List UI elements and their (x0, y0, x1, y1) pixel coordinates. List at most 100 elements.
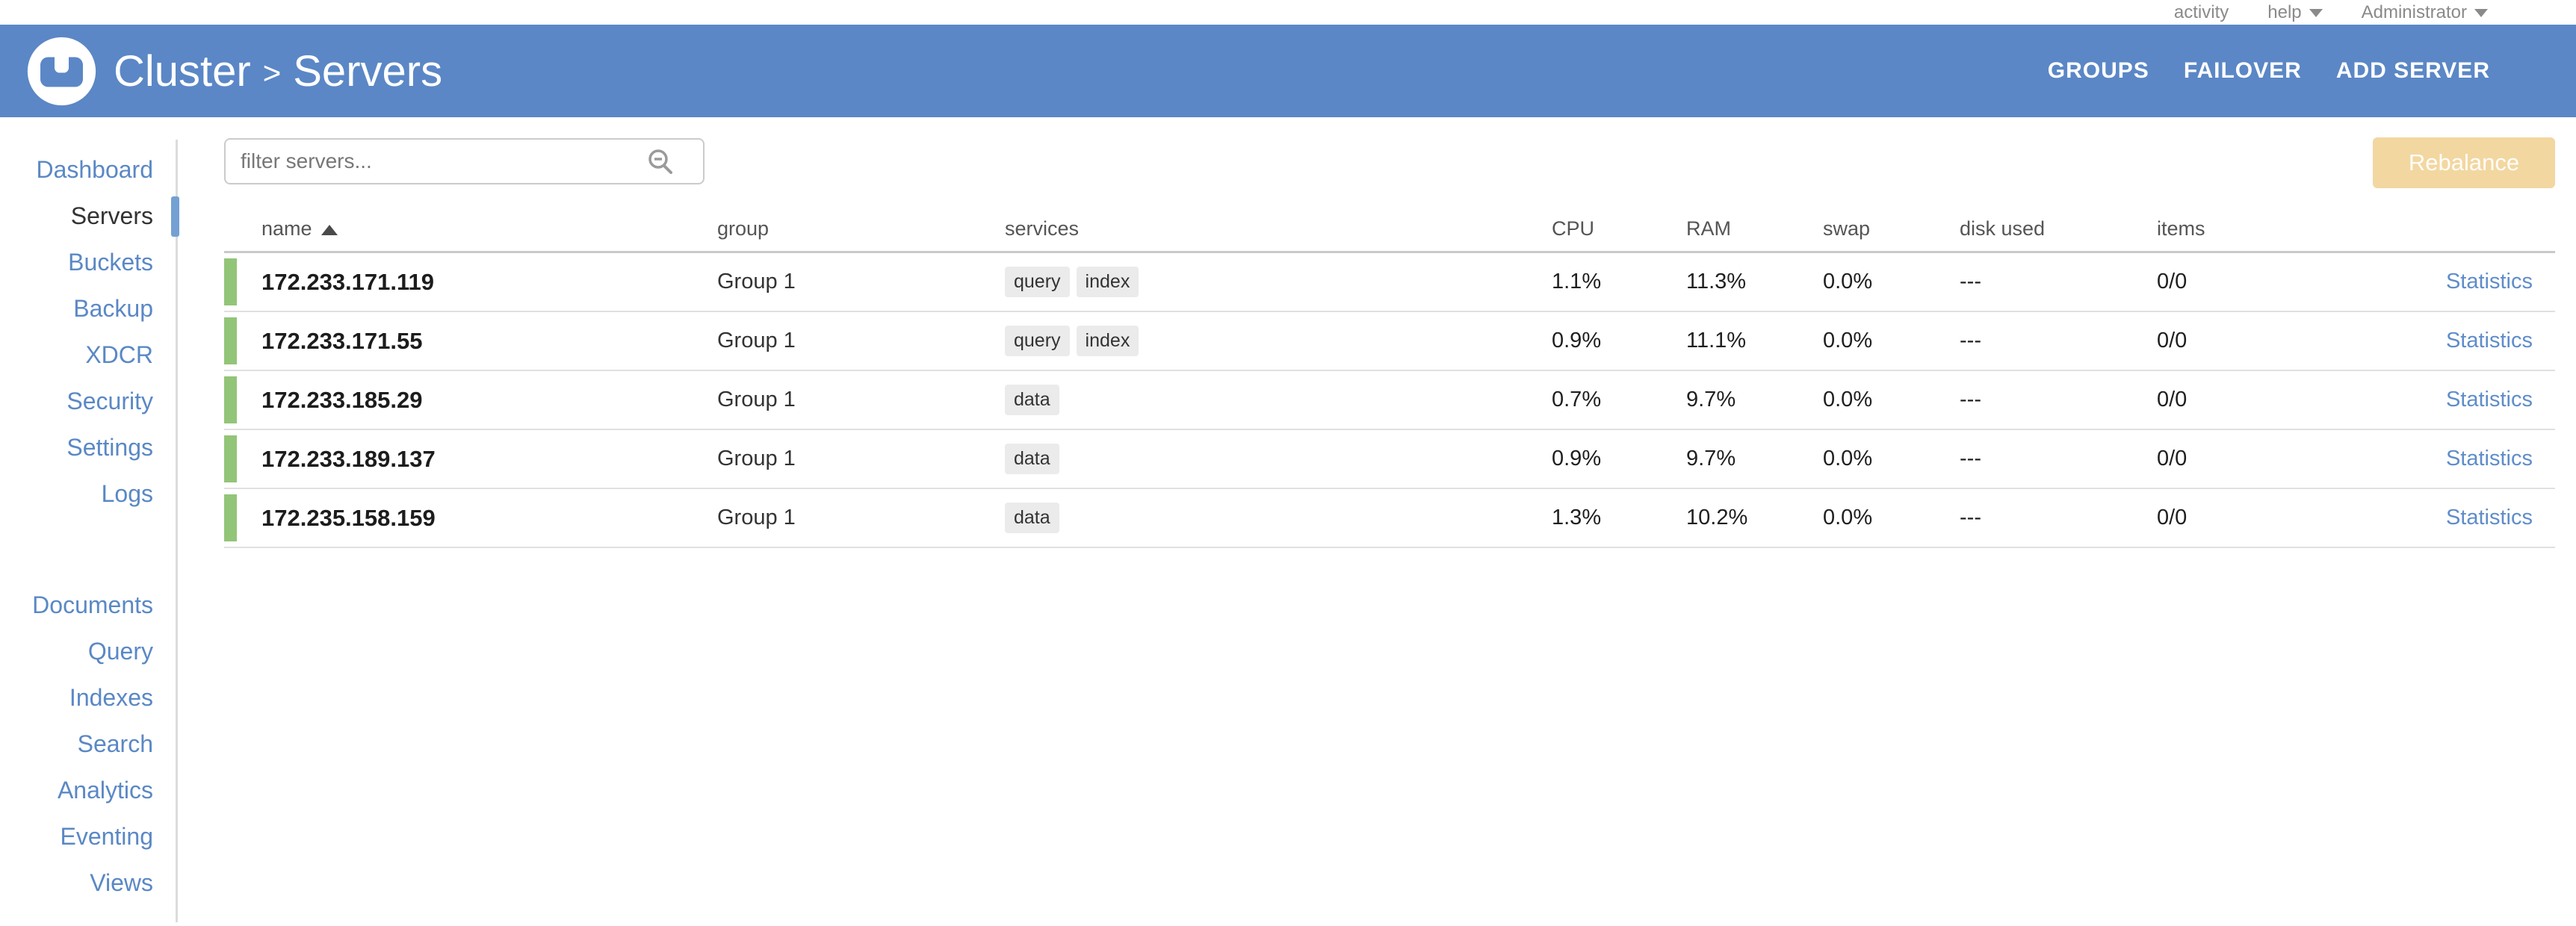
service-badge: index (1076, 326, 1139, 356)
server-name-cell: 172.233.189.137 (224, 430, 717, 488)
server-group: Group 1 (717, 388, 796, 411)
breadcrumb-servers: Servers (293, 46, 443, 96)
column-header-ram[interactable]: RAM (1686, 217, 1731, 240)
table-row[interactable]: 172.233.189.137 Group 1 data 0.9% 9.7% 0… (224, 430, 2555, 489)
server-cpu: 1.1% (1552, 270, 1602, 293)
server-name-cell: 172.235.158.159 (224, 489, 717, 547)
service-badge: query (1005, 267, 1070, 297)
sidebar-item-indexes[interactable]: Indexes (69, 684, 153, 711)
user-menu[interactable]: Administrator (2362, 0, 2488, 25)
server-items: 0/0 (2157, 506, 2188, 529)
sort-ascending-icon (321, 225, 338, 235)
server-health-indicator (224, 435, 237, 482)
column-header-group[interactable]: group (717, 217, 770, 240)
server-name-cell: 172.233.171.55 (224, 312, 717, 370)
server-name: 172.233.171.119 (261, 268, 435, 295)
server-cpu: 0.7% (1552, 388, 1602, 411)
sidebar-item-analytics[interactable]: Analytics (57, 777, 153, 804)
column-header-name-label: name (261, 217, 312, 240)
sidebar-item-views[interactable]: Views (90, 869, 153, 896)
table-row[interactable]: 172.233.171.119 Group 1 query index 1.1%… (224, 253, 2555, 312)
column-header-swap[interactable]: swap (1823, 217, 1871, 240)
service-badge: data (1005, 385, 1059, 415)
server-ram: 11.3% (1686, 270, 1747, 293)
server-name: 172.233.185.29 (261, 386, 423, 413)
table-row[interactable]: 172.233.171.55 Group 1 query index 0.9% … (224, 312, 2555, 371)
column-header-cpu[interactable]: CPU (1552, 217, 1595, 240)
main-content: Rebalance name group services CPU RAM sw… (178, 117, 2576, 926)
sidebar-nav: Dashboard Servers Buckets Backup XDCR Se… (0, 117, 179, 926)
statistics-link[interactable]: Statistics (2445, 329, 2533, 352)
sidebar-item-security[interactable]: Security (66, 388, 153, 414)
chevron-down-icon (2309, 9, 2323, 18)
user-menu-label: Administrator (2361, 2, 2467, 22)
server-items: 0/0 (2157, 270, 2188, 293)
add-server-button[interactable]: ADD SERVER (2335, 58, 2490, 83)
service-badge: data (1005, 503, 1059, 533)
filter-servers-input[interactable] (224, 138, 705, 184)
sidebar-item-buckets[interactable]: Buckets (68, 249, 153, 276)
app-header: Cluster > Servers GROUPS FAILOVER ADD SE… (0, 25, 2576, 117)
servers-toolbar: Rebalance (224, 137, 2555, 188)
help-menu[interactable]: help (2267, 0, 2323, 25)
server-cpu: 1.3% (1552, 506, 1602, 529)
server-actions-cell: Statistics (2353, 270, 2555, 294)
server-name: 172.235.158.159 (261, 504, 436, 531)
column-header-services[interactable]: services (1005, 217, 1080, 240)
active-item-marker (171, 196, 179, 237)
service-badge: index (1076, 267, 1139, 297)
help-menu-label: help (2267, 2, 2302, 22)
sidebar-item-eventing[interactable]: Eventing (60, 823, 153, 850)
rebalance-button[interactable]: Rebalance (2373, 137, 2555, 188)
sidebar-primary-group: Dashboard Servers Buckets Backup XDCR Se… (0, 117, 179, 517)
sidebar-item-label: Servers (70, 202, 153, 229)
statistics-link[interactable]: Statistics (2445, 447, 2533, 470)
sidebar-item-settings[interactable]: Settings (66, 434, 153, 461)
server-name-cell: 172.233.171.119 (224, 253, 717, 311)
sidebar-item-documents[interactable]: Documents (32, 591, 153, 618)
server-actions-cell: Statistics (2353, 329, 2555, 353)
sidebar-item-dashboard[interactable]: Dashboard (36, 156, 153, 183)
statistics-link[interactable]: Statistics (2445, 388, 2533, 411)
server-swap: 0.0% (1823, 329, 1873, 352)
server-ram: 9.7% (1686, 388, 1736, 411)
sidebar-item-xdcr[interactable]: XDCR (85, 341, 153, 368)
statistics-link[interactable]: Statistics (2445, 506, 2533, 529)
statistics-link[interactable]: Statistics (2445, 270, 2533, 293)
sidebar-item-query[interactable]: Query (87, 638, 153, 665)
server-name: 172.233.171.55 (261, 327, 423, 354)
table-header-row: name group services CPU RAM swap disk us… (224, 188, 2555, 253)
server-swap: 0.0% (1823, 447, 1873, 470)
server-group: Group 1 (717, 270, 796, 293)
server-items: 0/0 (2157, 329, 2188, 352)
table-row[interactable]: 172.235.158.159 Group 1 data 1.3% 10.2% … (224, 489, 2555, 548)
server-name: 172.233.189.137 (261, 445, 436, 472)
server-group: Group 1 (717, 506, 796, 529)
column-header-name[interactable]: name (224, 217, 717, 240)
groups-button[interactable]: GROUPS (2047, 58, 2149, 83)
sidebar-item-servers[interactable]: Servers (0, 193, 179, 239)
server-group: Group 1 (717, 447, 796, 470)
server-actions-cell: Statistics (2353, 447, 2555, 471)
sidebar-item-logs[interactable]: Logs (101, 480, 153, 507)
table-row[interactable]: 172.233.185.29 Group 1 data 0.7% 9.7% 0.… (224, 371, 2555, 430)
sidebar-item-backup[interactable]: Backup (73, 295, 153, 322)
sidebar-item-search[interactable]: Search (77, 730, 153, 757)
server-services: data (1005, 444, 1552, 474)
server-services: data (1005, 503, 1552, 533)
service-badge: query (1005, 326, 1070, 356)
filter-wrap (224, 138, 705, 184)
server-disk-used: --- (1960, 506, 1981, 529)
server-swap: 0.0% (1823, 270, 1873, 293)
server-group: Group 1 (717, 329, 796, 352)
activity-link[interactable]: activity (2173, 2, 2229, 22)
servers-table: name group services CPU RAM swap disk us… (224, 188, 2555, 548)
server-items: 0/0 (2157, 388, 2188, 411)
failover-button[interactable]: FAILOVER (2183, 58, 2302, 83)
sidebar-secondary-group: Documents Query Indexes Search Analytics… (0, 553, 178, 906)
column-header-disk-used[interactable]: disk used (1960, 217, 2046, 240)
column-header-items[interactable]: items (2157, 217, 2205, 240)
server-cpu: 0.9% (1552, 329, 1602, 352)
server-health-indicator (224, 376, 237, 423)
server-name-cell: 172.233.185.29 (224, 371, 717, 429)
